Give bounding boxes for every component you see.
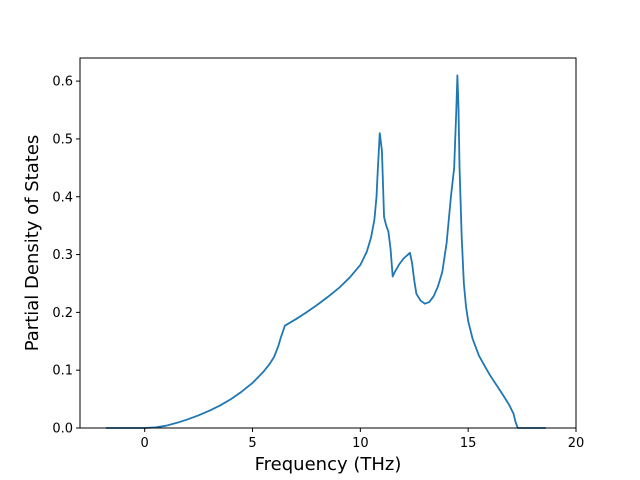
x-tick-label: 0: [141, 436, 149, 451]
y-axis-ticks: 0.0 0.1 0.2 0.3 0.4 0.5 0.6: [52, 75, 80, 437]
x-tick-label: 20: [568, 436, 585, 451]
x-axis-label: Frequency (THz): [255, 454, 402, 475]
series-line-0: [105, 74, 546, 429]
y-tick-label: 0.5: [52, 132, 73, 147]
y-tick-label: 0.4: [52, 190, 73, 205]
plot-area: [79, 57, 577, 429]
y-tick-label: 0.1: [52, 364, 73, 379]
series-layer: [105, 74, 546, 429]
axes-frame: [79, 57, 577, 429]
y-tick-label: 0.2: [52, 306, 73, 321]
y-tick-label: 0.6: [52, 75, 73, 90]
y-tick-label: 0.3: [52, 248, 73, 263]
y-tick-label: 0.0: [52, 422, 73, 437]
y-axis-label: Partial Density of States: [22, 135, 43, 352]
x-axis-ticks: 0 5 10 15 20: [141, 428, 585, 451]
x-tick-label: 10: [352, 436, 369, 451]
x-tick-label: 5: [248, 436, 256, 451]
x-tick-label: 15: [460, 436, 477, 451]
